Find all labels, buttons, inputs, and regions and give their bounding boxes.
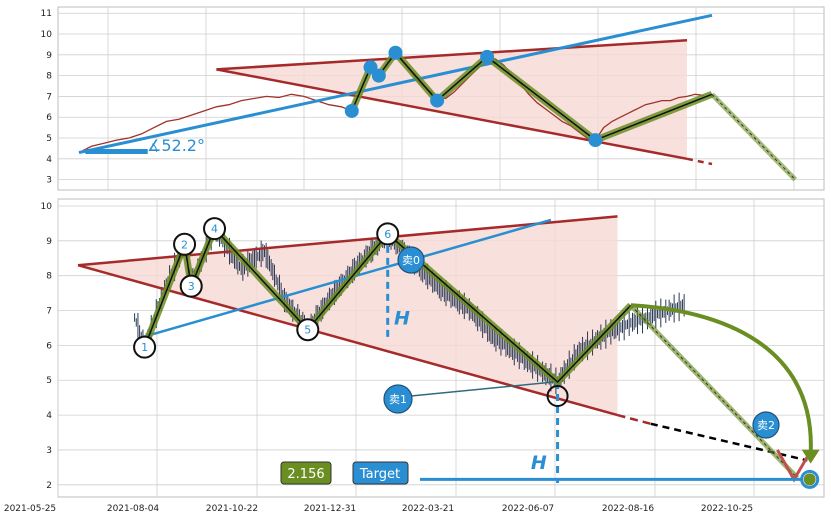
bottom-ytick-2: 2 [46,481,52,491]
top-ytick-9: 9 [46,51,52,61]
bottom-pivot-label-4: 4 [211,223,218,236]
top-pivot-dot-6 [588,133,603,148]
top-lower-trendline [216,68,688,161]
bottom-target-dot [803,473,816,486]
bottom-pivot-label-3: 3 [188,280,195,293]
bottom-ytick-4: 4 [46,411,52,421]
bottom-measure-label-1: H [394,307,410,329]
bottom-sell1-label: 卖1 [389,393,407,406]
top-pivot-dot-4 [430,93,445,108]
bottom-xtick-2: 2021-10-22 [206,504,258,514]
top-triangle-fill [216,40,687,159]
top-ytick-3: 3 [46,176,52,186]
bottom-ytick-7: 7 [46,307,52,317]
bottom-value-badge-text: 2.156 [287,467,324,482]
bottom-value-badge [280,461,332,485]
bottom-xtick-3: 2021-12-31 [304,504,356,514]
bottom-triangle-fill [78,216,618,416]
bottom-xtick-6: 2022-08-16 [602,504,655,514]
bottom-curved-arrowhead [801,449,820,464]
bottom-sell0-circle [397,246,425,274]
bottom-pivot-circle-1 [133,335,157,359]
bottom-pivot-circle-2 [173,232,197,256]
bottom-pivot-circle-4 [203,217,227,241]
top-ytick-5: 5 [46,134,52,144]
top-pivot-dot-2 [371,68,386,83]
top-projection-core [711,93,796,180]
bottom-ytick-9: 9 [46,237,52,247]
top-ytick-8: 8 [46,72,52,82]
bottom-measure-label-2: H [531,452,547,474]
bottom-xtick-0: 2021-05-25 [4,504,56,514]
bottom-ytick-5: 5 [46,376,52,386]
bottom-upper-trendline [77,215,618,267]
bottom-sell0-label: 卖0 [402,254,420,267]
top-blue-trendline [78,13,713,155]
bottom-pivot-circle-6 [376,222,400,246]
bottom-ytick-8: 8 [46,272,52,282]
bottom-lower-trendline-ext [617,413,652,426]
bottom-ytick-3: 3 [46,446,52,456]
bottom-pivot-label-2: 2 [181,238,188,251]
bottom-blue-trendline [137,218,552,340]
bottom-ytick-10: 10 [41,202,53,212]
top-ytick-4: 4 [46,155,52,165]
bottom-target-badge [352,461,409,485]
bottom-pivot-label-5: 5 [304,324,311,337]
bottom-xtick-4: 2022-03-21 [402,504,454,514]
bottom-pivot-circle-5 [296,318,320,342]
top-ytick-11: 11 [41,9,52,19]
top-ytick-7: 7 [46,92,52,102]
top-pivot-dot-3 [388,45,403,60]
bottom-curved-arrow [630,303,813,454]
bottom-xtick-1: 2021-08-04 [107,504,160,514]
top-angle-label: ∡52.2° [147,136,205,155]
bottom-pivot-label-6: 6 [384,228,391,241]
bottom-projection-core [630,304,798,479]
bottom-sell2-circle [752,411,780,439]
bottom-xtick-7: 2022-10-25 [701,504,753,514]
top-pivot-dot-0 [344,103,359,118]
bottom-sell1-leader [410,381,554,397]
bottom-sell2-label: 卖2 [757,419,775,432]
bottom-pivot-circle-extra [546,384,569,407]
top-upper-trendline [216,39,688,71]
bottom-xtick-5: 2022-06-07 [502,504,554,514]
top-ytick-10: 10 [41,30,53,40]
bottom-target-badge-text: Target [359,467,400,482]
bottom-sell1-circle [383,384,413,414]
top-pivot-dot-5 [480,49,495,64]
bottom-ytick-6: 6 [46,341,52,351]
top-ytick-6: 6 [46,113,52,123]
bottom-pivot-circle-3 [179,274,203,298]
top-lower-trendline-ext [686,157,713,166]
bottom-pivot-label-1: 1 [141,341,148,354]
bottom-target-ring [800,469,820,489]
